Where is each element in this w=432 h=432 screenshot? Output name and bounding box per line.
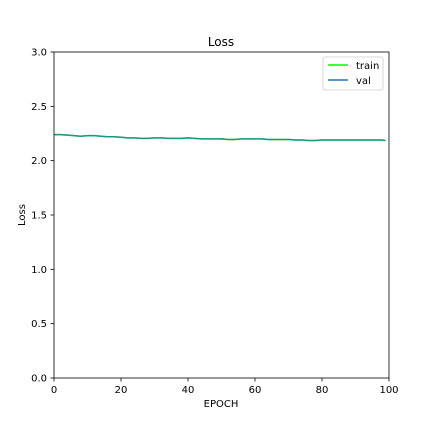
legend-label-train: train — [356, 61, 379, 72]
series-line-val — [54, 133, 386, 142]
legend: train val — [322, 56, 384, 91]
legend-label-val: val — [356, 76, 371, 87]
chart-title: Loss — [208, 35, 234, 49]
y-tick-label: 0.5 — [31, 319, 47, 330]
x-tick-label: 20 — [115, 385, 128, 396]
x-axis-ticks: 0 20 40 60 80 100 — [51, 378, 399, 396]
x-tick-label: 100 — [379, 385, 398, 396]
y-axis-ticks: 0.0 0.5 1.0 1.5 2.0 2.5 3.0 — [31, 48, 54, 385]
x-tick-label: 0 — [51, 385, 57, 396]
x-tick-label: 60 — [249, 385, 262, 396]
x-tick-label: 40 — [182, 385, 195, 396]
x-axis-label: EPOCH — [204, 399, 239, 410]
plot-lines — [54, 133, 386, 142]
y-axis-label: Loss — [17, 204, 28, 226]
x-tick-label: 80 — [316, 385, 329, 396]
y-tick-label: 3.0 — [31, 48, 47, 59]
y-tick-label: 0.0 — [31, 374, 47, 385]
y-tick-label: 1.5 — [31, 211, 47, 222]
y-tick-label: 2.5 — [31, 102, 47, 113]
y-tick-label: 1.0 — [31, 265, 47, 276]
y-tick-label: 2.0 — [31, 156, 47, 167]
